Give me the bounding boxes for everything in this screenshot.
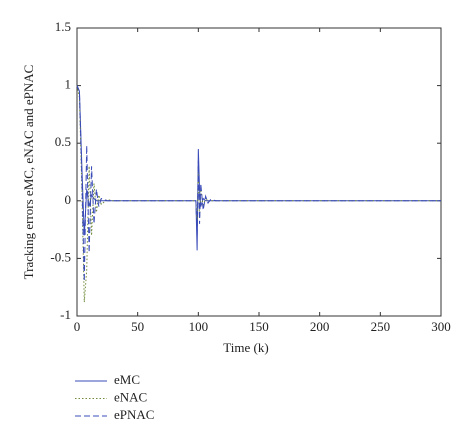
series-line	[76, 85, 441, 251]
y-tick-label: 1.5	[55, 19, 71, 34]
x-tick-label: 300	[431, 319, 451, 334]
plot-frame	[76, 27, 442, 317]
y-tick-label: 1	[65, 77, 72, 92]
series-line	[76, 85, 441, 303]
y-tick-label: 0.5	[55, 134, 71, 149]
legend-label: eNAC	[114, 389, 147, 404]
x-tick-label: 200	[310, 319, 330, 334]
x-tick-label: 250	[371, 319, 391, 334]
y-tick-label: -0.5	[50, 249, 71, 264]
x-axis-label: Time (k)	[223, 340, 268, 355]
series-line	[76, 85, 441, 282]
legend-label: ePNAC	[114, 407, 154, 422]
legend-label: eMC	[114, 372, 140, 387]
x-tick-label: 100	[189, 319, 209, 334]
y-tick-label: 0	[65, 192, 72, 207]
x-tick-label: 0	[74, 319, 81, 334]
y-axis-label: Tracking errors eMC, eNAC and ePNAC	[21, 65, 36, 280]
x-tick-label: 50	[131, 319, 144, 334]
x-tick-label: 150	[249, 319, 269, 334]
y-tick-label: -1	[60, 307, 71, 322]
